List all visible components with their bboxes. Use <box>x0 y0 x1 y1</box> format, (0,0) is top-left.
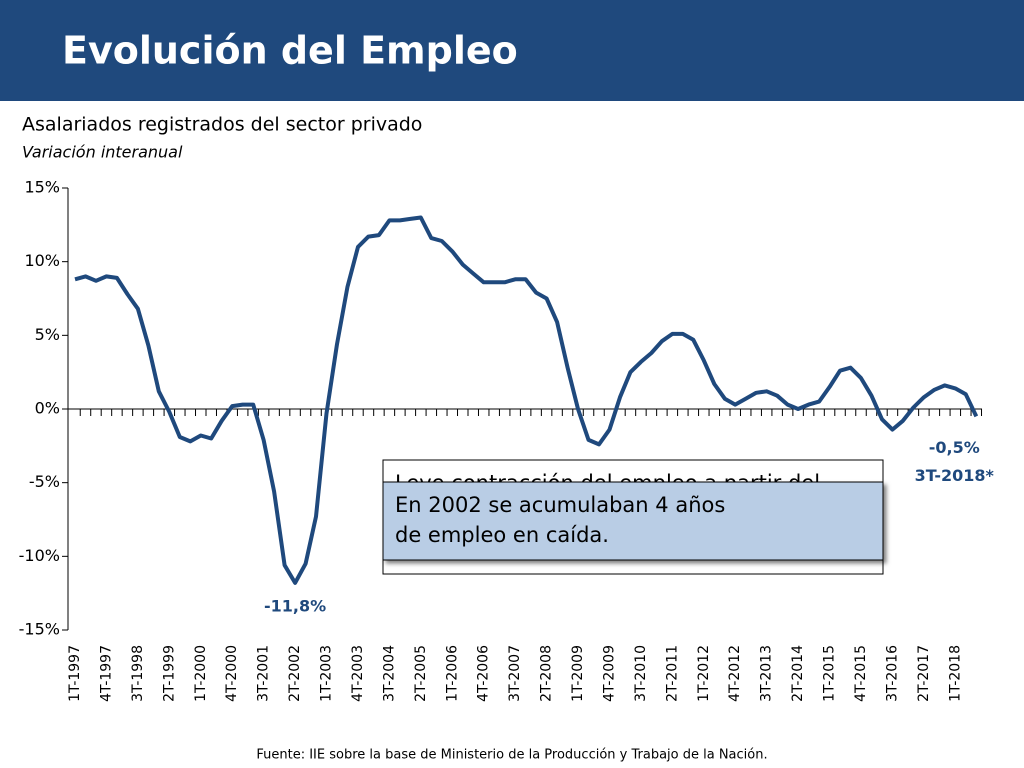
y-tick-label: -15% <box>19 620 60 639</box>
x-tick-label: 1T-2000 <box>193 645 209 702</box>
x-tick-label: 1T-2009 <box>570 645 586 702</box>
x-tick-label: 2T-2002 <box>287 645 303 702</box>
note-front: En 2002 se acumulaban 4 años de empleo en… <box>382 481 884 561</box>
x-tick-label: 2T-2014 <box>790 645 806 702</box>
x-tick-label: 3T-2007 <box>507 645 523 702</box>
subtitle: Asalariados registrados del sector priva… <box>22 114 422 136</box>
note-box <box>382 481 884 561</box>
y-tick-label: -5% <box>29 472 60 491</box>
y-label: Variación interanual <box>22 143 183 162</box>
x-tick-label: 4T-2000 <box>224 645 240 702</box>
y-tick-label: -10% <box>19 546 60 565</box>
x-tick-label: 1T-2003 <box>319 645 335 702</box>
x-tick-label: 4T-2012 <box>727 645 743 702</box>
note-text: En 2002 se acumulaban 4 años de empleo en… <box>395 493 725 547</box>
annotation: 3T-2018* <box>915 466 995 485</box>
y-tick-label: 15% <box>24 178 60 197</box>
source: Fuente: IIE sobre la base de Ministerio … <box>256 748 767 763</box>
plot: -15% -10% -5% 0% 5% 10% 15% 1T-1997 4T-1997 3T-19… <box>19 178 995 702</box>
x-tick-label: 2T-2005 <box>413 645 429 702</box>
annotation: -11,8% <box>264 596 326 615</box>
y-tick-label: 10% <box>24 251 60 270</box>
x-tick-label: 2T-2017 <box>916 645 932 702</box>
x-tick-label: 2T-2011 <box>664 645 680 702</box>
note-text: Leve contracción del empleo a partir del <box>395 471 820 495</box>
x-tick-label: 1T-2006 <box>444 645 460 702</box>
header-bar <box>0 0 1024 101</box>
chart-title: Evolución del Empleo <box>62 29 518 73</box>
series-line <box>74 215 979 585</box>
x-tick-label: 3T-2001 <box>256 645 272 702</box>
x-tick-label: 2T-1999 <box>161 645 177 702</box>
x-tick-label: 1T-2012 <box>696 645 712 702</box>
x-tick-label: 1T-2018 <box>947 645 963 702</box>
x-tick-label: 4T-2009 <box>601 645 617 702</box>
x-tick-label: 4T-1997 <box>98 645 114 702</box>
x-tick-label: 4T-2015 <box>853 645 869 702</box>
x-tick-label: 3T-2013 <box>759 645 775 702</box>
x-tick-label: 3T-2016 <box>884 645 900 702</box>
y-tick-label: 0% <box>35 399 60 418</box>
x-tick-label: 4T-2003 <box>350 645 366 702</box>
x-tick-label: 1T-1997 <box>67 645 83 702</box>
x-tick-label: 2T-2008 <box>539 645 555 702</box>
annotation: -0,5% <box>929 438 980 457</box>
x-tick-label: 1T-2015 <box>822 645 838 702</box>
x-tick-label: 4T-2006 <box>476 645 492 702</box>
x-tick-label: 3T-2010 <box>633 645 649 702</box>
x-tick-label: 3T-2004 <box>381 645 397 702</box>
y-tick-label: 5% <box>35 325 60 344</box>
x-tick-label: 3T-1998 <box>130 645 146 702</box>
